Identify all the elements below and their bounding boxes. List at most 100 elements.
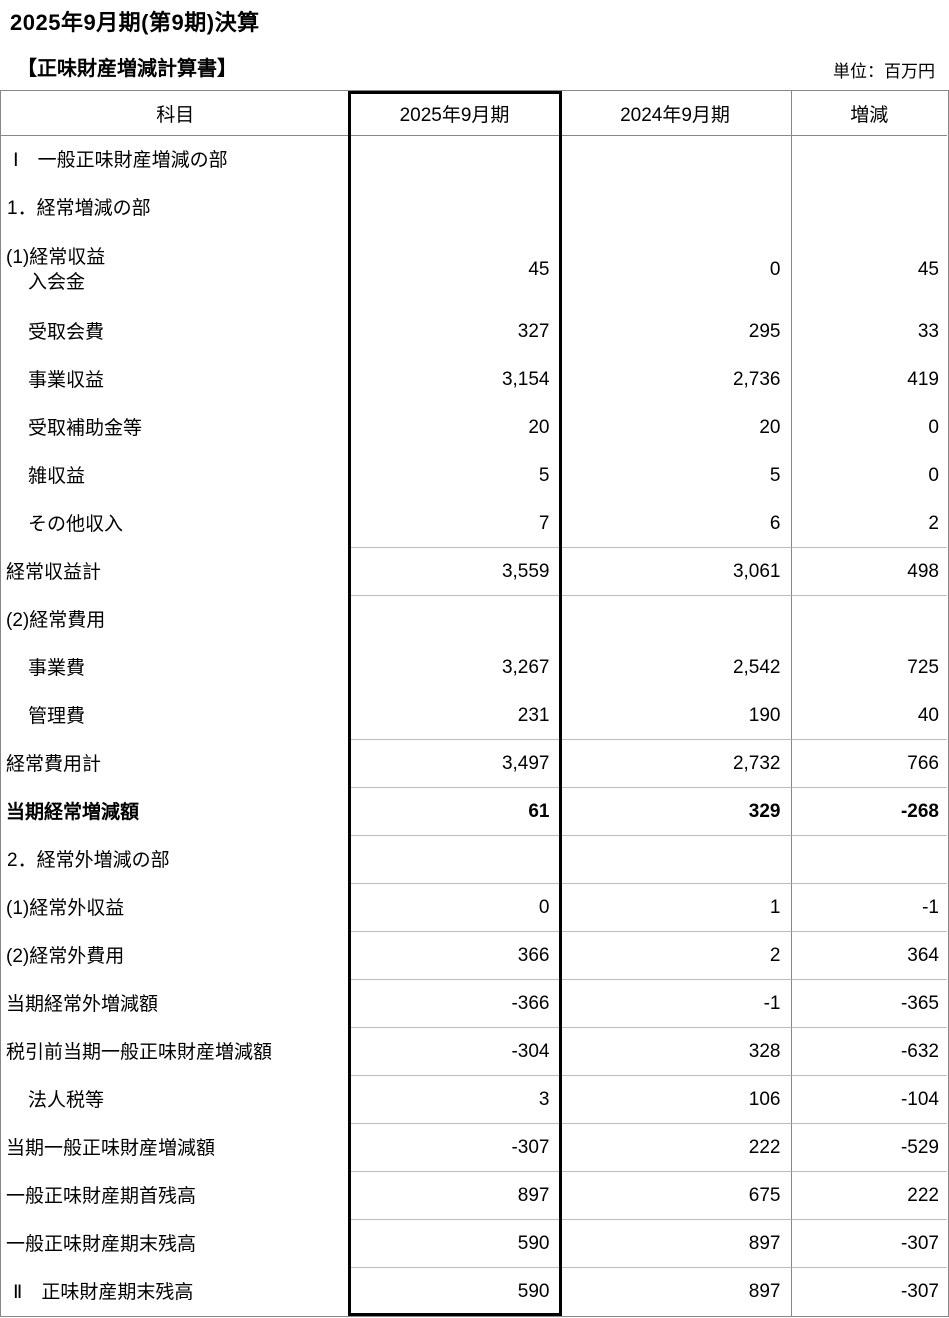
- column-header-diff: 増減: [790, 91, 947, 136]
- table-cell-2024-value: [559, 836, 791, 884]
- table-cell-2024-value: 2,542: [732, 657, 781, 678]
- table-cell-2025-value: 3,497: [349, 740, 560, 788]
- table-cell-2024-value: 2,736: [732, 369, 781, 390]
- table-cell-diff-value: [790, 184, 948, 232]
- table-cell-subject: 当期一般正味財産増減額: [1, 1124, 350, 1172]
- unit-label: 単位：百万円: [833, 62, 935, 81]
- table-cell-subject: 2．経常外増減の部: [1, 836, 350, 884]
- row-label: (2)経常外費用: [6, 945, 125, 967]
- table-row: (2)経常費用: [1, 596, 948, 644]
- table-cell-2025-value: 327: [517, 321, 550, 342]
- row-label: 事業収益: [28, 369, 105, 391]
- table-cell-2024-value: 222: [559, 1124, 791, 1172]
- table-cell-2024-value: 0: [769, 259, 781, 280]
- row-label: 一般正味財産期首残高: [6, 1185, 197, 1207]
- table-cell-2024-value: 3,061: [559, 548, 791, 596]
- table-cell-subject: (1)経常外収益: [1, 884, 350, 932]
- row-label: 2．経常外増減の部: [7, 849, 170, 871]
- row-label: 当期一般正味財産増減額: [6, 1137, 216, 1159]
- table-cell-2025-value: [350, 596, 560, 644]
- table-cell-diff-value: 40: [790, 692, 947, 740]
- table-row: 経常収益計 3,559 3,061 498: [1, 548, 948, 596]
- column-header-2025: 2025年9月期: [349, 91, 560, 136]
- row-label: 受取補助金等: [28, 417, 143, 439]
- table-cell-2025-value: 897: [349, 1172, 560, 1220]
- table-cell-2024-value: [560, 136, 791, 184]
- table-cell-subject: 経常費用計: [1, 740, 350, 788]
- row-label: 雑収益: [28, 465, 86, 487]
- table-cell-2024-value: [560, 184, 791, 232]
- table-cell-subject: 事業費: [1, 644, 350, 692]
- table-cell-subject: 管理費: [1, 692, 350, 740]
- table-cell-2024-value: 328: [559, 1028, 791, 1076]
- column-header-2024: 2024年9月期: [559, 91, 791, 136]
- statement-title: 【正味財産増減計算書】: [17, 58, 237, 80]
- table-cell-2025-value: 0: [349, 884, 560, 932]
- table-cell-diff-value: [790, 596, 948, 644]
- row-label: (1)経常外収益: [6, 897, 125, 919]
- table-cell-diff-value: 45: [790, 232, 948, 308]
- table-row: 一般正味財産期首残高 897 675 222: [1, 1172, 948, 1220]
- row-label: Ⅱ 正味財産期末残高: [13, 1281, 194, 1303]
- table-cell-subject: 経常収益計: [1, 548, 350, 596]
- table-cell-subject: 受取補助金等: [1, 404, 350, 452]
- table-row: Ⅰ 一般正味財産増減の部: [1, 136, 948, 184]
- table-row: 経常費用計 3,497 2,732 766: [1, 740, 948, 788]
- table-cell-diff-value: 364: [790, 932, 947, 980]
- table-cell-subject: Ⅱ 正味財産期末残高: [1, 1268, 350, 1316]
- table-body: Ⅰ 一般正味財産増減の部 1．経常増減の部 (1)経常収益 入会金 45 0 4…: [1, 136, 948, 1316]
- table-cell-2025-value: -304: [349, 1028, 560, 1076]
- table-cell-diff-value: 498: [790, 548, 947, 596]
- row-label: Ⅰ 一般正味財産増減の部: [13, 149, 228, 171]
- table-row: 法人税等 3 106 -104: [1, 1076, 948, 1124]
- table-cell-diff-value: 725: [790, 644, 948, 692]
- table-cell-2024-value: 329: [559, 788, 791, 836]
- table-row: 事業費 3,267 2,542 725: [1, 644, 948, 692]
- table-cell-subject: 1．経常増減の部: [1, 184, 350, 232]
- table-row: 税引前当期一般正味財産増減額 -304 328 -632: [1, 1028, 948, 1076]
- table-cell-2024-value: 106: [559, 1076, 791, 1124]
- table-cell-subject: 一般正味財産期末残高: [1, 1220, 350, 1268]
- table-cell-diff-value: 0: [790, 404, 948, 452]
- table-row: (1)経常外収益 0 1 -1: [1, 884, 948, 932]
- table-row: 一般正味財産期末残高 590 897 -307: [1, 1220, 948, 1268]
- table-cell-diff-value: 766: [790, 740, 947, 788]
- table-cell-diff-value: -104: [790, 1076, 947, 1124]
- table-row: 受取補助金等 20 20 0: [1, 404, 948, 452]
- table-cell-diff-value: 2: [790, 500, 947, 548]
- table-cell-diff-value: 33: [790, 308, 948, 356]
- table-row: 1．経常増減の部: [1, 184, 948, 232]
- column-header-subject: 科目: [1, 91, 350, 136]
- table-row: 受取会費 327 295 33: [1, 308, 948, 356]
- table-cell-2025-value: -307: [349, 1124, 560, 1172]
- table-cell-diff-value: -365: [790, 980, 947, 1028]
- table-cell-2025-value: 590: [349, 1220, 560, 1268]
- table-cell-2024-value: 2,732: [559, 740, 791, 788]
- row-label: その他収入: [28, 513, 124, 535]
- row-label: 税引前当期一般正味財産増減額: [6, 1041, 273, 1063]
- row-label: 受取会費: [28, 321, 105, 343]
- row-label: 当期経常外増減額: [6, 993, 159, 1015]
- table-cell-2024-value: -1: [559, 980, 791, 1028]
- table-cell-2024-value: 5: [769, 465, 781, 486]
- table-cell-2024-value: 190: [559, 692, 791, 740]
- table-cell-2025-value: 7: [349, 500, 560, 548]
- table-cell-subject: 税引前当期一般正味財産増減額: [1, 1028, 350, 1076]
- table-cell-subject: 事業収益: [1, 356, 350, 404]
- table-cell-2024-value: 1: [559, 884, 791, 932]
- table-cell-subject: 当期経常増減額: [1, 788, 350, 836]
- row-label: 経常収益計: [6, 561, 102, 583]
- table-cell-subject: (2)経常費用: [1, 596, 350, 644]
- table-cell-2025-value: [350, 184, 560, 232]
- table-cell-2024-value: 897: [559, 1220, 791, 1268]
- table-row: 当期一般正味財産増減額 -307 222 -529: [1, 1124, 948, 1172]
- table-cell-2024-value: 675: [559, 1172, 791, 1220]
- table-cell-diff-value: [790, 836, 947, 884]
- table-cell-subject: Ⅰ 一般正味財産増減の部: [1, 136, 350, 184]
- table-cell-diff-value: -307: [790, 1268, 948, 1316]
- table-cell-diff-value: -529: [790, 1124, 947, 1172]
- row-label: 経常費用計: [6, 753, 102, 775]
- table-cell-2025-value: 3,559: [349, 548, 560, 596]
- table-row: (1)経常収益 入会金 45 0 45: [1, 232, 948, 308]
- table-row: 当期経常増減額 61 329 -268: [1, 788, 948, 836]
